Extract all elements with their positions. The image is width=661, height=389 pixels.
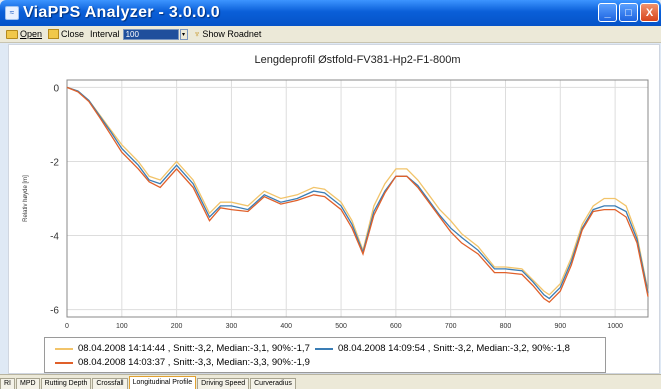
title-bar: ≈ ViaPPS Analyzer - 3.0.0.0 _ □ X: [0, 0, 661, 26]
x-tick-label: 1000: [607, 323, 623, 330]
interval-label: Interval: [90, 29, 120, 39]
y-tick-label: 0: [53, 83, 59, 94]
x-tick-label: 600: [390, 323, 402, 330]
window-controls: _ □ X: [598, 3, 659, 22]
close-label: Close: [61, 29, 85, 39]
legend-entry-2: 08.04.2008 14:09:54 , Snitt:-3,2, Median…: [315, 343, 570, 354]
open-label: Open: [20, 29, 43, 39]
legend-entry-3: 08.04.2008 14:03:37 , Snitt:-3,3, Median…: [55, 357, 310, 368]
legend-entry-1: 08.04.2008 14:14:44 , Snitt:-3,2, Median…: [55, 343, 310, 354]
y-tick-label: -4: [50, 232, 59, 243]
y-tick-label: -6: [50, 306, 59, 317]
tab-mpd[interactable]: MPD: [16, 378, 40, 389]
legend-swatch: [55, 361, 73, 364]
maximize-button[interactable]: □: [619, 3, 638, 22]
window-title: ViaPPS Analyzer - 3.0.0.0: [23, 4, 220, 21]
toolbar: Open Close Interval ▾ ♆ Show Roadnet: [0, 26, 661, 43]
show-roadnet-button[interactable]: ♆ Show Roadnet: [194, 29, 262, 39]
close-window-button[interactable]: X: [640, 3, 659, 22]
x-tick-label: 900: [554, 323, 566, 330]
x-tick-label: 100: [116, 323, 128, 330]
roadnet-icon: ♆: [193, 29, 201, 39]
series-line-3: [66, 86, 649, 304]
tab-longitudinal-profile[interactable]: Longitudinal Profile: [128, 376, 197, 389]
x-tick-label: 700: [445, 323, 457, 330]
interval-group: Interval ▾: [90, 28, 188, 40]
x-tick-label: 300: [226, 323, 238, 330]
close-file-icon: [48, 29, 60, 39]
open-button[interactable]: Open: [6, 29, 42, 39]
series-line-1: [66, 86, 649, 296]
legend-label: 08.04.2008 14:14:44 , Snitt:-3,2, Median…: [78, 343, 310, 354]
x-tick-label: 500: [335, 323, 347, 330]
app-icon: ≈: [5, 6, 19, 20]
y-axis-label: Relativ høyde [m]: [23, 175, 29, 222]
longitudinal-profile-chart: Lengdeprofil Østfold-FV381-Hp2-F1-800m 0 1…: [23, 54, 649, 330]
tab-ri[interactable]: RI: [0, 378, 15, 389]
y-tick-label: -2: [50, 157, 59, 168]
legend-label: 08.04.2008 14:09:54 , Snitt:-3,2, Median…: [338, 343, 570, 354]
minimize-button[interactable]: _: [598, 3, 617, 22]
series-line-2: [66, 86, 649, 300]
chart-panel: Lengdeprofil Østfold-FV381-Hp2-F1-800m 0 1…: [8, 44, 660, 374]
interval-dropdown-button[interactable]: ▾: [179, 28, 188, 40]
plot-area: [66, 79, 649, 318]
tab-crossfall[interactable]: Crossfall: [92, 378, 128, 389]
legend-swatch: [55, 347, 73, 350]
tab-curveradius[interactable]: Curveradius: [250, 378, 296, 389]
show-roadnet-label: Show Roadnet: [202, 29, 262, 39]
close-button[interactable]: Close: [48, 29, 84, 39]
folder-open-icon: [6, 29, 18, 39]
legend-label: 08.04.2008 14:03:37 , Snitt:-3,3, Median…: [78, 357, 310, 368]
chart-title: Lengdeprofil Østfold-FV381-Hp2-F1-800m: [254, 54, 460, 66]
x-tick-label: 0: [65, 323, 69, 330]
x-tick-label: 800: [500, 323, 512, 330]
tab-rutting-depth[interactable]: Rutting Depth: [40, 378, 92, 389]
tab-driving-speed[interactable]: Driving Speed: [197, 378, 250, 389]
chart-legend: 08.04.2008 14:14:44 , Snitt:-3,2, Median…: [44, 337, 606, 373]
interval-input[interactable]: [122, 28, 179, 40]
legend-swatch: [315, 347, 333, 350]
bottom-tab-bar: RI MPD Rutting Depth Crossfall Longitudinal …: [0, 374, 661, 389]
x-tick-label: 200: [171, 323, 183, 330]
x-tick-label: 400: [280, 323, 292, 330]
